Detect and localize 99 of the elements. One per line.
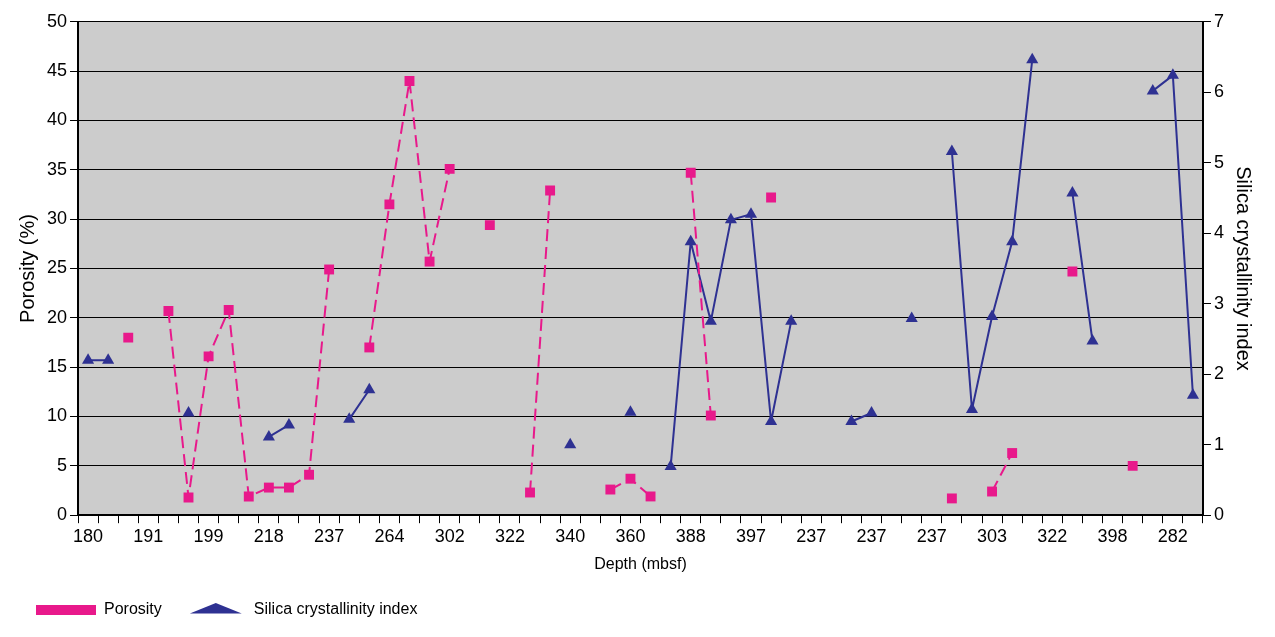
point xyxy=(262,429,275,441)
y2-tick-label: 0 xyxy=(1213,504,1224,525)
x-tick-label: 282 xyxy=(1157,525,1188,546)
point xyxy=(1006,234,1019,246)
point xyxy=(183,492,194,503)
point xyxy=(705,410,716,421)
y-tick-label: 35 xyxy=(46,158,68,179)
x-tick-label: 397 xyxy=(735,525,767,546)
x-tick-label: 322 xyxy=(1037,525,1068,546)
point xyxy=(1067,266,1078,277)
legend-label: Porosity xyxy=(104,600,162,618)
point xyxy=(82,353,95,364)
y-tick-label: 15 xyxy=(46,356,68,377)
y2-axis-title: Silica crystallinity index xyxy=(1233,166,1256,371)
point xyxy=(1186,388,1200,399)
x-tick-label: 180 xyxy=(73,525,104,546)
point xyxy=(946,493,957,504)
x-tick-label: 237 xyxy=(916,525,947,546)
point xyxy=(744,207,758,218)
y-axis-title: Porosity (%) xyxy=(15,214,38,323)
x-tick-label: 237 xyxy=(856,525,887,546)
x-tick-label: 199 xyxy=(193,525,224,546)
point xyxy=(624,405,637,416)
y-tick-label: 5 xyxy=(57,454,68,475)
y2-tick-label: 1 xyxy=(1213,433,1224,454)
point xyxy=(525,487,535,498)
x-tick-label: 218 xyxy=(253,525,284,546)
point xyxy=(865,406,878,417)
point xyxy=(685,167,696,178)
point xyxy=(123,332,134,343)
y2-tick-label: 6 xyxy=(1213,81,1224,102)
x-tick-label: 237 xyxy=(314,525,345,546)
point xyxy=(704,314,717,325)
point xyxy=(766,192,777,203)
y-tick-label: 10 xyxy=(46,405,68,426)
y-tick-label: 0 xyxy=(57,504,68,525)
point xyxy=(364,342,375,353)
point xyxy=(284,482,294,493)
y-tick-label: 30 xyxy=(46,208,68,229)
point xyxy=(605,484,616,495)
y-tick-label: 45 xyxy=(46,60,68,81)
x-tick-label: 264 xyxy=(374,525,405,546)
point xyxy=(263,482,274,493)
y2-tick-label: 3 xyxy=(1213,292,1224,313)
point xyxy=(203,351,214,362)
point xyxy=(724,212,737,224)
point xyxy=(343,412,356,423)
point xyxy=(684,234,697,246)
point xyxy=(845,414,858,425)
y-tick-label: 25 xyxy=(46,257,68,278)
x-tick-label: 360 xyxy=(615,525,646,546)
x-tick-label: 303 xyxy=(977,525,1008,546)
y-tick-label: 40 xyxy=(46,109,68,130)
point xyxy=(1086,334,1099,345)
point xyxy=(363,382,376,394)
x-tick-label: 237 xyxy=(796,525,827,546)
point xyxy=(282,417,296,429)
point xyxy=(223,305,234,315)
y2-tick-label: 2 xyxy=(1213,363,1224,384)
point xyxy=(102,353,115,364)
point xyxy=(1146,83,1159,95)
y2-tick-label: 7 xyxy=(1213,10,1224,31)
point xyxy=(545,185,556,196)
point xyxy=(444,163,455,174)
x-tick-label: 191 xyxy=(133,525,164,546)
point xyxy=(986,309,999,320)
point xyxy=(564,437,577,449)
point xyxy=(424,256,435,267)
point xyxy=(625,473,636,484)
point xyxy=(905,311,918,323)
point xyxy=(1127,460,1138,471)
point xyxy=(243,491,254,502)
point xyxy=(324,264,335,275)
x-axis-title: Depth (mbsf) xyxy=(594,554,687,572)
point xyxy=(1166,68,1179,79)
x-tick-label: 302 xyxy=(434,525,465,546)
y-tick-label: 50 xyxy=(46,10,68,31)
point xyxy=(484,220,495,231)
point xyxy=(965,402,979,413)
y2-tick-label: 5 xyxy=(1213,151,1224,172)
y-tick-label: 20 xyxy=(46,306,68,327)
point xyxy=(163,305,174,316)
point xyxy=(404,76,415,86)
legend-label: Silica crystallinity index xyxy=(253,600,418,618)
point xyxy=(1026,52,1039,64)
point xyxy=(664,459,677,471)
point xyxy=(1066,186,1079,197)
x-tick-label: 322 xyxy=(494,525,525,546)
point xyxy=(945,144,958,155)
x-tick-label: 388 xyxy=(675,525,706,546)
point xyxy=(384,199,395,210)
point xyxy=(987,486,998,497)
x-tick-label: 398 xyxy=(1097,525,1128,546)
x-tick-label: 340 xyxy=(555,525,586,546)
point xyxy=(1007,448,1018,458)
y2-tick-label: 4 xyxy=(1213,222,1224,243)
point xyxy=(785,314,798,325)
point xyxy=(304,469,314,480)
point xyxy=(182,406,195,417)
